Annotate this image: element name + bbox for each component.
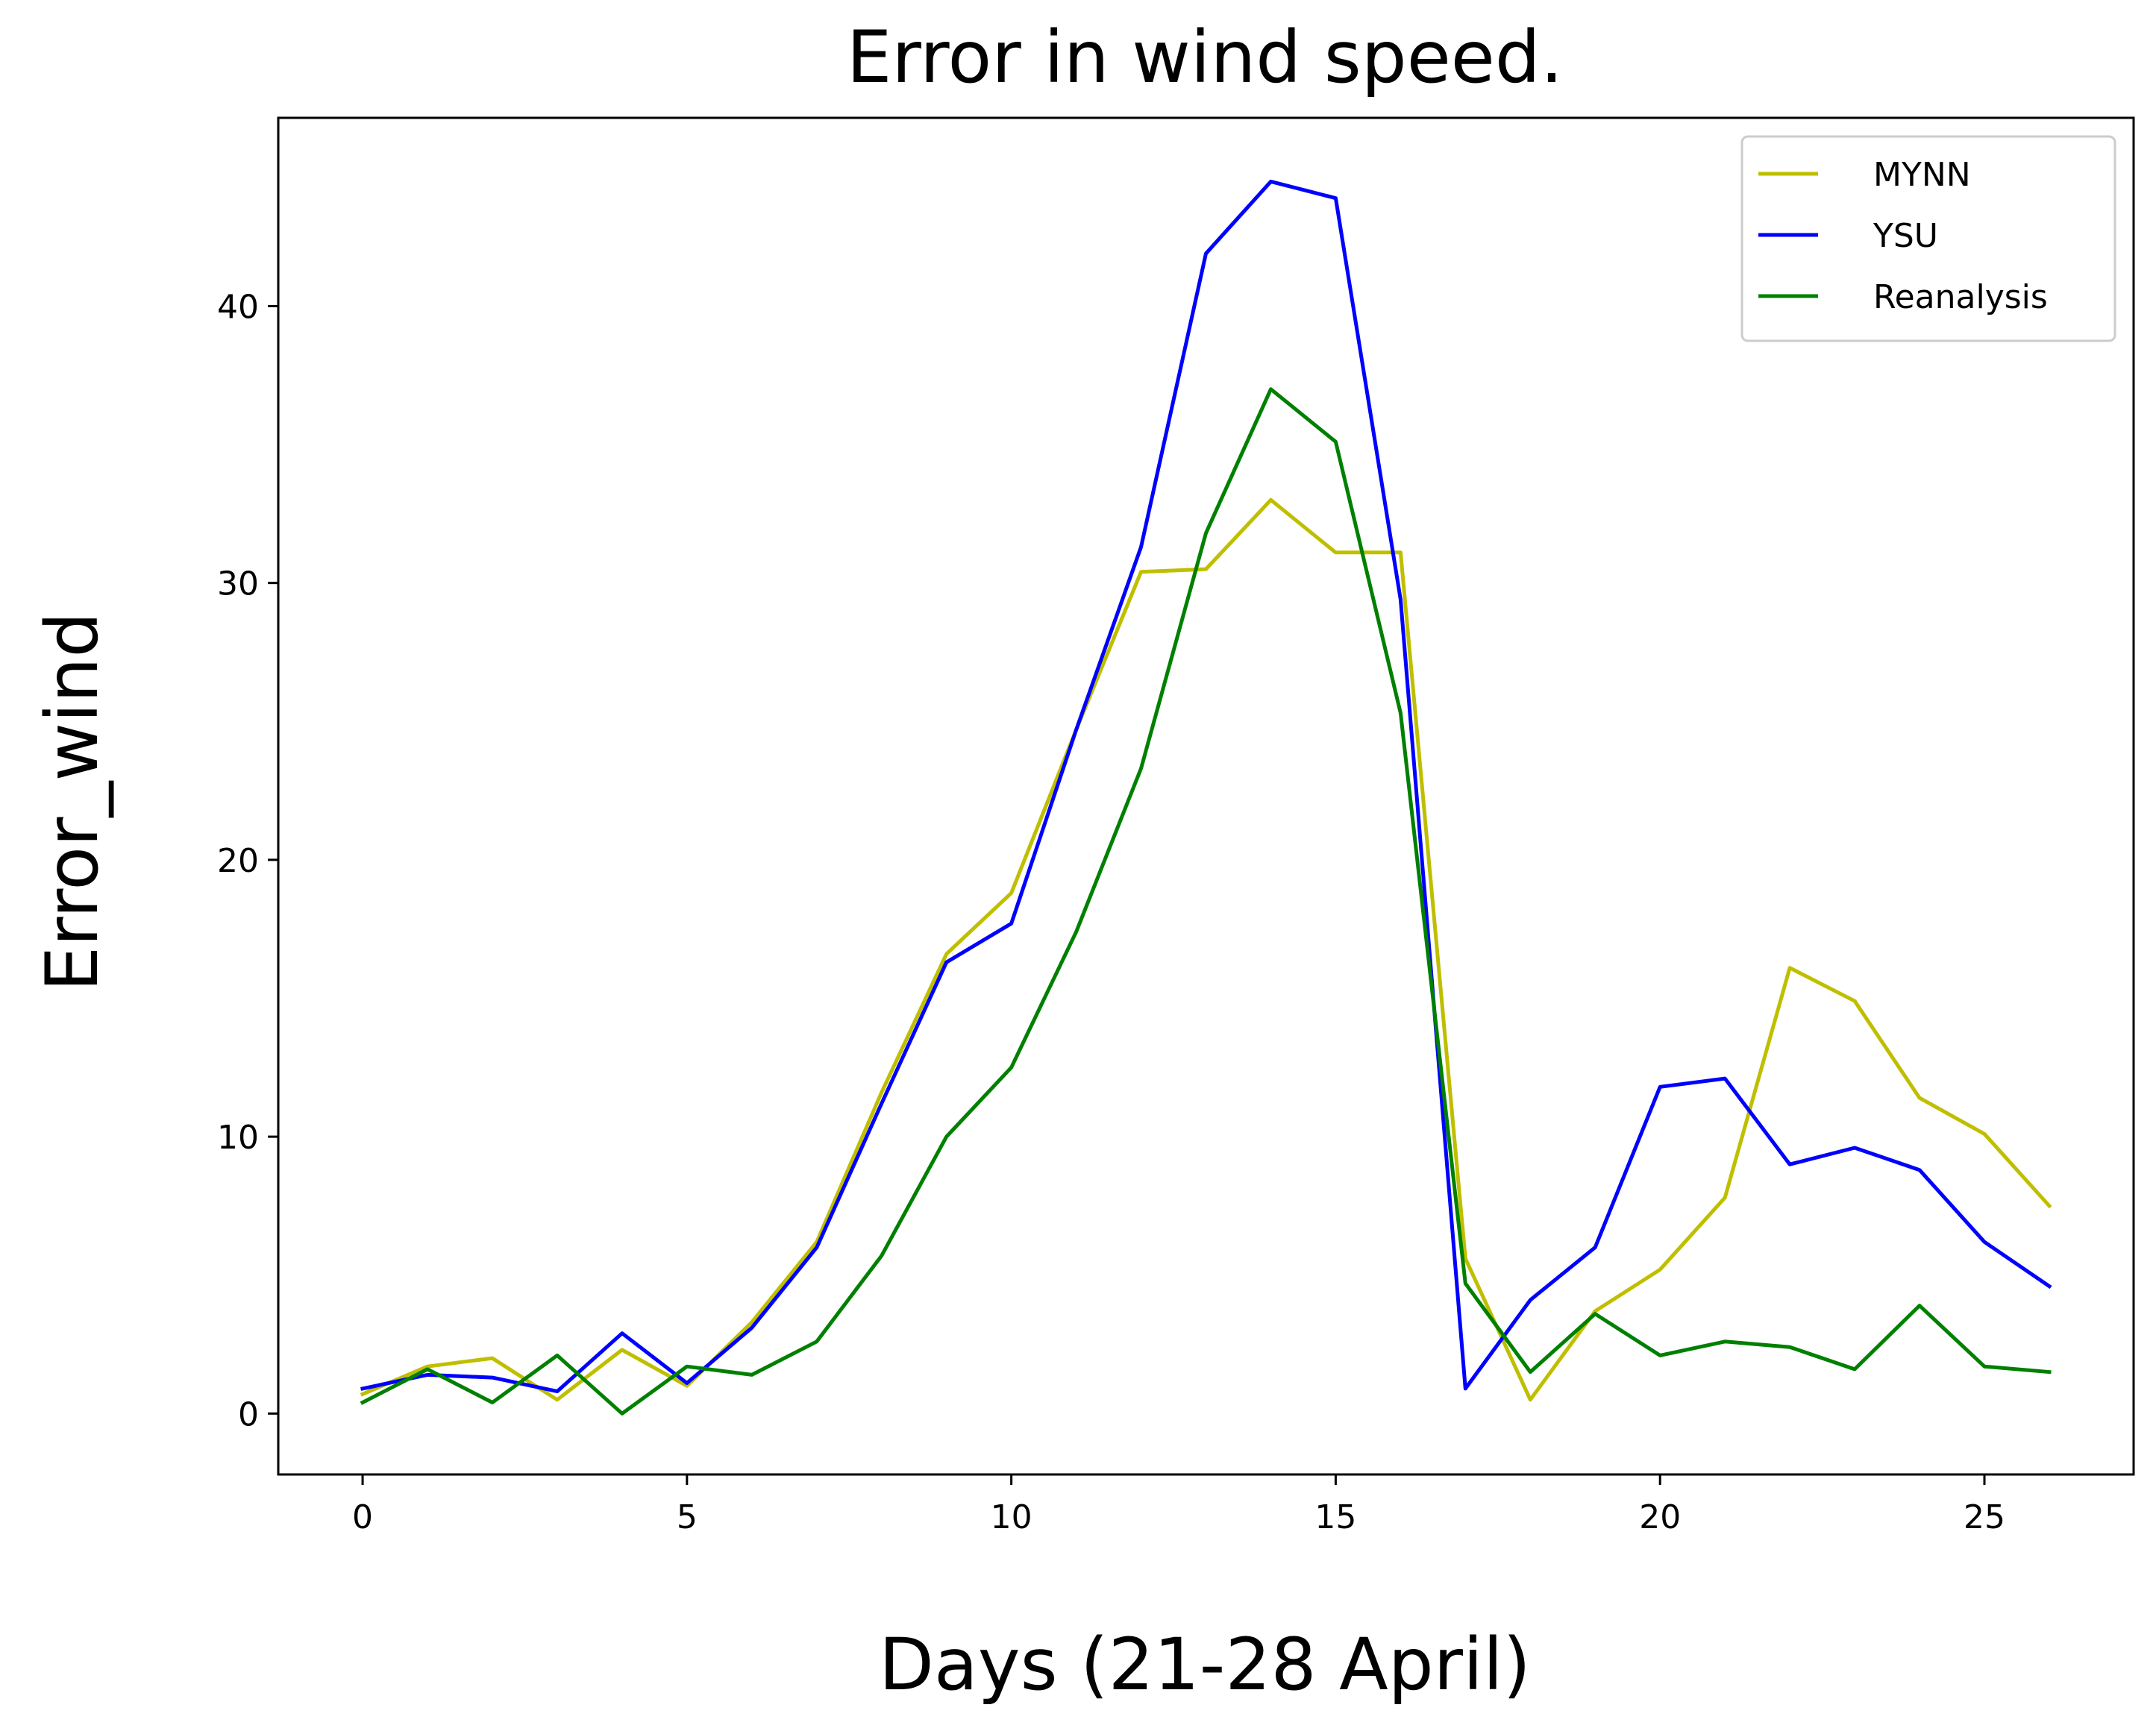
x-tick-label: 0	[352, 1498, 373, 1536]
y-axis-label: Error_wind	[31, 612, 114, 992]
plot-layer: 0 5 10 15 20 25 0 10 20 30 40 MYNN YSU Reanalysis	[217, 116, 2135, 1536]
chart-title: Error in wind speed.	[847, 16, 1564, 99]
x-tick-label: 15	[1314, 1498, 1356, 1536]
x-tick-label: 5	[677, 1498, 698, 1536]
x-axis-label: Days (21-28 April)	[879, 1623, 1531, 1706]
plot-frame	[277, 116, 2135, 1476]
series-line-mynn	[360, 497, 2052, 1402]
series-line-ysu	[360, 179, 2052, 1394]
legend-label-mynn: MYNN	[1873, 156, 1971, 194]
series-line-reanalysis	[360, 387, 2052, 1416]
y-tick-label: 0	[238, 1395, 259, 1433]
legend-box	[1740, 135, 2116, 342]
y-tick-label: 20	[217, 842, 259, 880]
x-tick-label: 10	[991, 1498, 1032, 1536]
legend-label-ysu: YSU	[1873, 217, 1938, 255]
x-tick-label: 20	[1639, 1498, 1681, 1536]
legend-label-reanalysis: Reanalysis	[1873, 278, 2048, 316]
y-tick-label: 10	[217, 1119, 259, 1157]
y-tick-label: 40	[217, 288, 259, 326]
y-tick-label: 30	[217, 565, 259, 603]
x-tick-label: 25	[1964, 1498, 2005, 1536]
legend: MYNN YSU Reanalysis	[1740, 135, 2116, 342]
